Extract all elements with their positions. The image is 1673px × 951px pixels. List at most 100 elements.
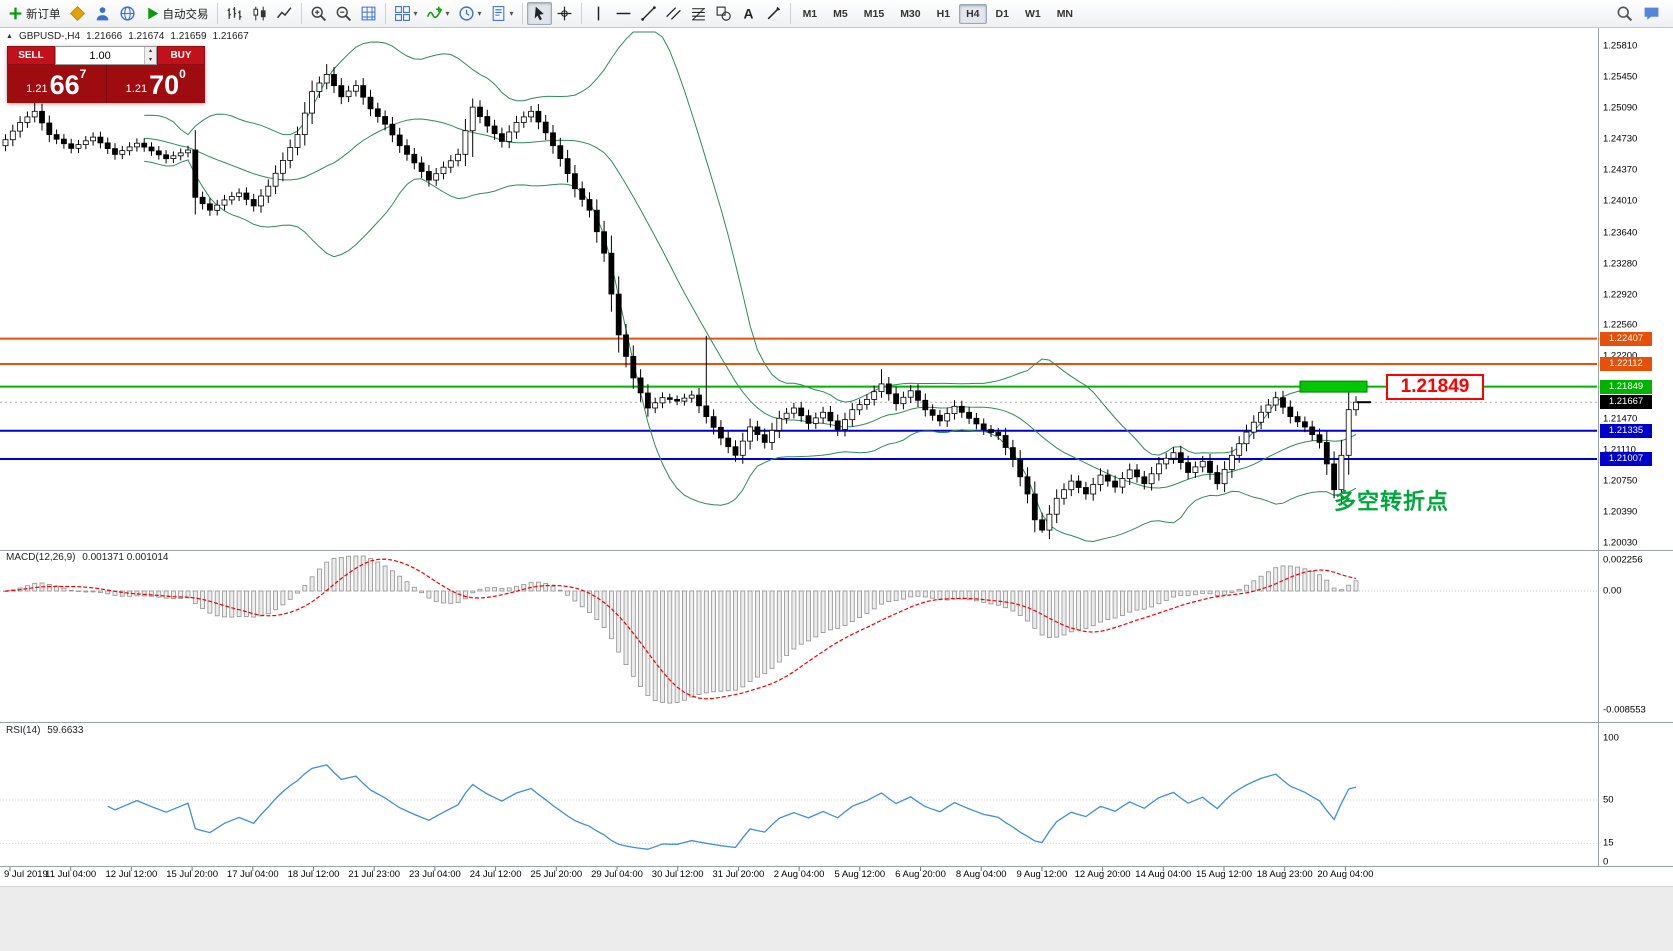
- horizontal-line-button[interactable]: [611, 2, 636, 25]
- textA-icon: A: [743, 5, 753, 21]
- line-chart-button[interactable]: [272, 2, 297, 25]
- rsi-title-text: RSI(14): [6, 725, 41, 736]
- timeframe-m30[interactable]: M30: [893, 4, 927, 24]
- sell-price-sup: 7: [79, 67, 87, 81]
- buy-price-small: 1.21: [125, 83, 148, 95]
- person-icon: [96, 7, 108, 21]
- timeframe-d1-label: D1: [995, 7, 1009, 20]
- symbol-name: GBPUSD-,H4: [18, 31, 81, 42]
- autotrading-button[interactable]: 自动交易: [140, 2, 213, 25]
- volume-input[interactable]: [56, 47, 145, 64]
- volume-up-button[interactable]: ▴: [145, 47, 156, 56]
- cursor-icon: [534, 6, 544, 21]
- shapes-button[interactable]: [711, 2, 736, 25]
- timeframe-h4-label: H4: [966, 7, 980, 20]
- hline-icon: [616, 12, 630, 15]
- quote-open: 1.21666: [86, 31, 123, 42]
- vertical-line-button[interactable]: [586, 2, 611, 25]
- zoom-in-button[interactable]: [306, 2, 331, 25]
- new-order-button-label: 新订单: [26, 8, 61, 21]
- clock-icon: [458, 6, 474, 21]
- timeframe-m15[interactable]: M15: [857, 4, 891, 24]
- market-watch-button[interactable]: [90, 2, 115, 25]
- volume-field: ▴ ▾: [55, 46, 157, 65]
- profiles-button[interactable]: [65, 2, 90, 25]
- fibo-icon: [691, 7, 705, 21]
- bottom-strip: [0, 886, 1673, 951]
- timeframe-h1-label: H1: [936, 7, 951, 20]
- volume-spinner: ▴ ▾: [144, 47, 156, 64]
- buy-price-big: 70: [149, 70, 180, 100]
- time-axis[interactable]: [0, 867, 1597, 886]
- quote-high: 1.21674: [128, 31, 165, 42]
- buy-button[interactable]: BUY: [157, 46, 205, 65]
- indicator-icon: [426, 6, 442, 19]
- fibonacci-button[interactable]: [686, 2, 711, 25]
- timeframe-mn-label: MN: [1056, 7, 1074, 20]
- price-axis[interactable]: [1598, 28, 1673, 867]
- quote-low: 1.21659: [170, 31, 207, 42]
- crosshair-button[interactable]: [552, 2, 577, 25]
- timeframe-m1-label: M1: [802, 7, 818, 20]
- toolbar-separator: [384, 3, 386, 24]
- bar-chart-button[interactable]: [222, 2, 247, 25]
- dropdown-arrow-icon: ▾: [477, 9, 482, 18]
- sell-price[interactable]: 1.21 66 7: [7, 65, 107, 103]
- target-price-label[interactable]: 1.21849: [1386, 374, 1484, 400]
- indicators-button[interactable]: ▾: [422, 2, 454, 25]
- templates-button[interactable]: ▾: [486, 2, 518, 25]
- plus-icon: [9, 7, 22, 20]
- data-window-button[interactable]: [115, 2, 140, 25]
- sell-button[interactable]: SELL: [7, 46, 55, 65]
- zoom-out-button[interactable]: [331, 2, 356, 25]
- candles-icon: [252, 6, 266, 21]
- buy-price[interactable]: 1.21 70 0: [107, 65, 206, 103]
- linechart-icon: [276, 7, 291, 19]
- timeframe-m5-label: M5: [833, 7, 848, 20]
- zoomout-icon: [336, 6, 351, 22]
- timeframe-m30-label: M30: [900, 7, 921, 20]
- timeframe-d1[interactable]: D1: [989, 4, 1016, 24]
- grid-icon: [361, 6, 375, 21]
- vline-icon: [597, 6, 599, 21]
- grid-button[interactable]: [356, 2, 381, 25]
- timeframe-w1-label: W1: [1024, 7, 1041, 20]
- timeframe-m5[interactable]: M5: [826, 4, 855, 24]
- channel-button[interactable]: [661, 2, 686, 25]
- cursor-button[interactable]: [526, 2, 552, 25]
- toolbar-separator: [300, 3, 302, 24]
- timeframe-m1[interactable]: M1: [796, 4, 825, 24]
- search-icon: [1617, 6, 1633, 22]
- search-button[interactable]: [1612, 2, 1637, 25]
- chart-canvas[interactable]: [0, 28, 1597, 866]
- trendline-button[interactable]: [636, 2, 661, 25]
- macd-title: MACD(12,26,9) 0.001371 0.001014: [6, 552, 168, 563]
- svg-text:A: A: [743, 5, 753, 21]
- crosshair-icon: [557, 6, 571, 21]
- arrow-tool-button[interactable]: [761, 2, 786, 25]
- timeframe-h4[interactable]: H4: [959, 3, 987, 24]
- tile-icon: [394, 6, 410, 21]
- zoomin-icon: [311, 6, 326, 22]
- timeframe-mn[interactable]: MN: [1050, 4, 1080, 24]
- dropdown-arrow-icon: ▾: [413, 9, 418, 18]
- shapes-icon: [716, 6, 731, 21]
- dropdown-arrow-icon: ▾: [509, 9, 514, 18]
- candlestick-button[interactable]: [247, 2, 272, 25]
- new-order-button[interactable]: 新订单: [3, 2, 65, 25]
- channel-icon: [665, 7, 681, 20]
- rsi-title: RSI(14) 59.6633: [6, 725, 83, 736]
- toolbar-separator: [521, 3, 523, 24]
- play-icon: [147, 7, 158, 20]
- timeframe-m15-label: M15: [863, 7, 885, 20]
- toolbar-separator: [580, 3, 582, 24]
- timeframe-h1[interactable]: H1: [930, 4, 957, 24]
- timeframe-w1[interactable]: W1: [1018, 4, 1048, 24]
- annotation-text[interactable]: 多空转折点: [1334, 489, 1450, 514]
- chat-button[interactable]: [1639, 2, 1664, 25]
- text-button[interactable]: A: [736, 2, 761, 25]
- periods-button[interactable]: ▾: [454, 2, 486, 25]
- tile-windows-button[interactable]: ▾: [390, 2, 422, 25]
- sell-price-big: 66: [49, 70, 80, 100]
- volume-down-button[interactable]: ▾: [145, 55, 156, 64]
